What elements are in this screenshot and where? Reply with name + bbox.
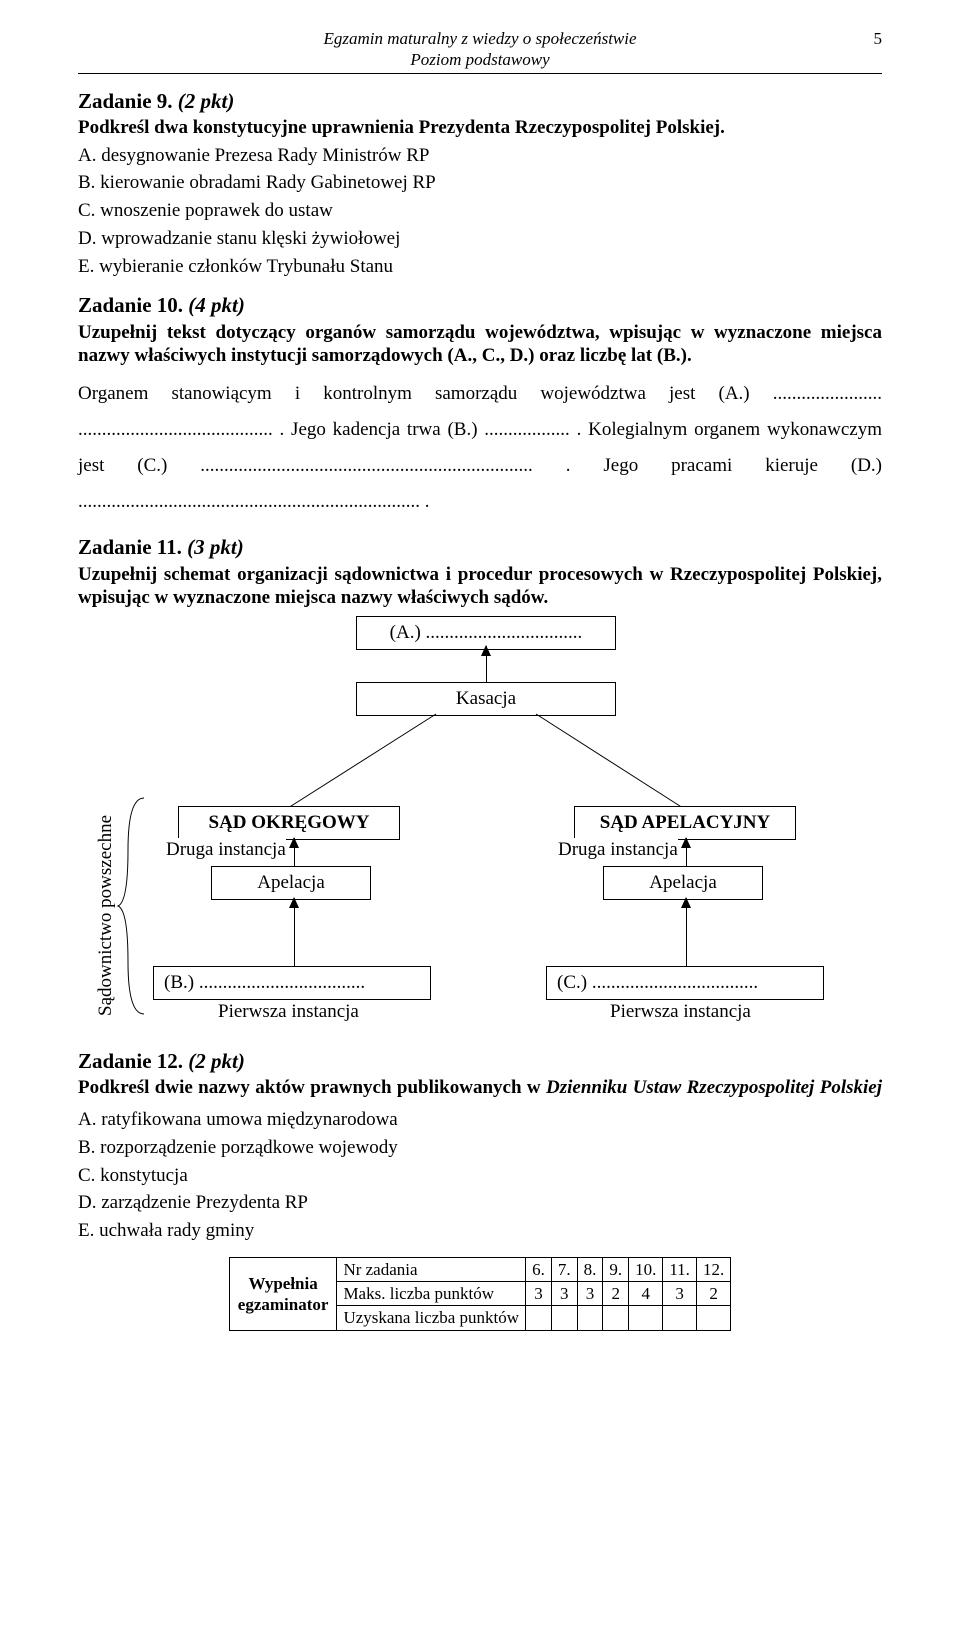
header-line-2: Poziom podstawowy: [78, 49, 882, 70]
task-12-option-e: E. uchwała rady gminy: [78, 1219, 882, 1243]
task-10-points: (4 pkt): [188, 293, 245, 317]
task-12-prompt: Podkreśl dwie nazwy aktów prawnych publi…: [78, 1076, 882, 1100]
blank-12: [696, 1306, 730, 1330]
task-10-title: Zadanie 10. (4 pkt): [78, 292, 882, 318]
task-12-prompt-pre: Podkreśl dwie nazwy aktów prawnych publi…: [78, 1077, 546, 1098]
col-8: 8.: [577, 1257, 603, 1281]
page-number: 5: [874, 28, 883, 49]
task-11-prompt: Uzupełnij schemat organizacji sądownictw…: [78, 563, 882, 611]
arrow-right-lower: [686, 898, 687, 966]
arrow-left-upper: [294, 838, 295, 866]
task-10-prompt: Uzupełnij tekst dotyczący organów samorz…: [78, 321, 882, 369]
scoring-row1-label: Nr zadania: [337, 1257, 526, 1281]
arrow-right-upper: [686, 838, 687, 866]
task-9-option-c: C. wnoszenie poprawek do ustaw: [78, 199, 882, 223]
pts-12: 2: [696, 1282, 730, 1306]
col-10: 10.: [629, 1257, 663, 1281]
pts-6: 3: [526, 1282, 552, 1306]
task-11-number: Zadanie 11.: [78, 535, 182, 559]
task-9-points: (2 pkt): [178, 89, 235, 113]
scoring-row3-label: Uzyskana liczba punktów: [337, 1306, 526, 1330]
blank-10: [629, 1306, 663, 1330]
scoring-row2-label: Maks. liczba punktów: [337, 1282, 526, 1306]
task-12-option-a: A. ratyfikowana umowa międzynarodowa: [78, 1108, 882, 1132]
diagram-box-apelacyjny: SĄD APELACYJNY: [574, 806, 796, 840]
task-12-option-d: D. zarządzenie Prezydenta RP: [78, 1191, 882, 1215]
blank-8: [577, 1306, 603, 1330]
task-12-title: Zadanie 12. (2 pkt): [78, 1048, 882, 1074]
left-pierwsza-instancja: Pierwsza instancja: [218, 1000, 359, 1024]
task-9-option-e: E. wybieranie członków Trybunału Stanu: [78, 255, 882, 279]
task-9-option-a: A. desygnowanie Prezesa Rady Ministrów R…: [78, 144, 882, 168]
diagram-box-apelacja-right: Apelacja: [603, 866, 763, 900]
diagram-box-b: (B.) ...................................: [153, 966, 431, 1000]
right-druga-instancja: Druga instancja: [558, 838, 678, 862]
running-header: Egzamin maturalny z wiedzy o społeczeńst…: [78, 28, 882, 71]
col-11: 11.: [663, 1257, 697, 1281]
brace-icon: [114, 794, 148, 1018]
blank-6: [526, 1306, 552, 1330]
task-9-option-d: D. wprowadzanie stanu klęski żywiołowej: [78, 227, 882, 251]
task-9-option-b: B. kierowanie obradami Rady Gabinetowej …: [78, 171, 882, 195]
diagram-box-c: (C.) ...................................: [546, 966, 824, 1000]
scoring-side: Wypełnia egzaminator: [229, 1257, 337, 1330]
task-9-number: Zadanie 9.: [78, 89, 173, 113]
header-line-1: Egzamin maturalny z wiedzy o społeczeńst…: [78, 28, 882, 49]
diagram-box-apelacja-left: Apelacja: [211, 866, 371, 900]
col-12: 12.: [696, 1257, 730, 1281]
task-11-title: Zadanie 11. (3 pkt): [78, 534, 882, 560]
task-12-points: (2 pkt): [188, 1049, 245, 1073]
scoring-side-2: egzaminator: [238, 1295, 329, 1314]
court-diagram: (A.) ................................. K…: [78, 616, 882, 1046]
pts-11: 3: [663, 1282, 697, 1306]
col-7: 7.: [551, 1257, 577, 1281]
header-rule: [78, 73, 882, 74]
task-10-body: Organem stanowiącym i kontrolnym samorzą…: [78, 376, 882, 520]
task-12-prompt-italic: Dzienniku Ustaw Rzeczypospolitej Polskie…: [546, 1077, 882, 1098]
col-9: 9.: [603, 1257, 629, 1281]
blank-7: [551, 1306, 577, 1330]
scoring-side-1: Wypełnia: [248, 1274, 317, 1293]
task-11-points: (3 pkt): [187, 535, 244, 559]
task-9-prompt: Podkreśl dwa konstytucyjne uprawnienia P…: [78, 116, 882, 140]
task-12-option-c: C. konstytucja: [78, 1164, 882, 1188]
right-pierwsza-instancja: Pierwsza instancja: [610, 1000, 751, 1024]
pts-10: 4: [629, 1282, 663, 1306]
task-9-title: Zadanie 9. (2 pkt): [78, 88, 882, 114]
arrow-left-lower: [294, 898, 295, 966]
col-6: 6.: [526, 1257, 552, 1281]
pts-9: 2: [603, 1282, 629, 1306]
diagram-box-okregowy: SĄD OKRĘGOWY: [178, 806, 400, 840]
task-10-number: Zadanie 10.: [78, 293, 183, 317]
blank-9: [603, 1306, 629, 1330]
scoring-table: Wypełnia egzaminator Nr zadania 6. 7. 8.…: [229, 1257, 731, 1331]
left-druga-instancja: Druga instancja: [166, 838, 286, 862]
pts-8: 3: [577, 1282, 603, 1306]
task-12-option-b: B. rozporządzenie porządkowe wojewody: [78, 1136, 882, 1160]
task-12-number: Zadanie 12.: [78, 1049, 183, 1073]
page: Egzamin maturalny z wiedzy o społeczeńst…: [0, 0, 960, 1371]
pts-7: 3: [551, 1282, 577, 1306]
blank-11: [663, 1306, 697, 1330]
